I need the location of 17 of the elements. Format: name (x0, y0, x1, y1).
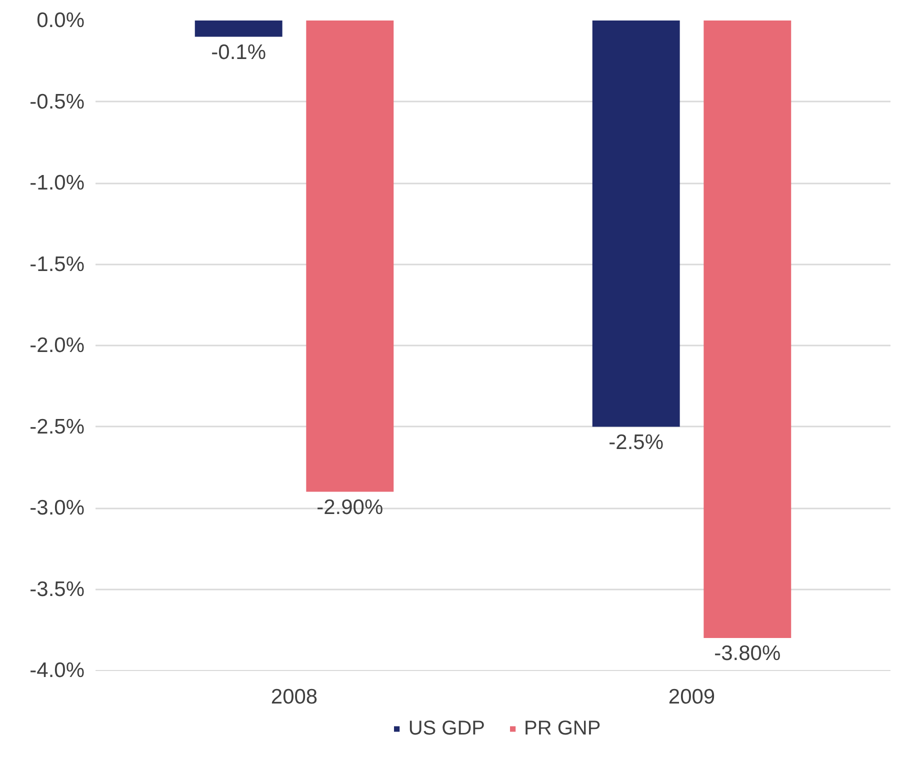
y-tick-label: -4.0% (30, 659, 84, 682)
y-tick-label: -3.0% (30, 496, 84, 520)
y-tick-label: -1.0% (30, 172, 84, 194)
data-label: -2.90% (316, 496, 384, 519)
x-tick-label: 2009 (668, 686, 716, 708)
y-tick-label: -0.5% (30, 90, 84, 114)
legend-label: US GDP (408, 717, 485, 740)
legend-label: PR GNP (524, 717, 601, 740)
y-tick-label: 0.0% (36, 9, 85, 32)
data-label: -2.5% (608, 430, 664, 454)
y-tick-label: -2.5% (30, 415, 84, 438)
y-tick-label: -1.5% (30, 252, 84, 276)
data-label: -3.80% (714, 642, 781, 665)
y-tick-label: -3.5% (30, 578, 84, 601)
y-tick-label: -2.0% (30, 334, 84, 357)
x-tick-label: 2008 (270, 686, 318, 708)
data-label: -0.1% (211, 40, 266, 64)
